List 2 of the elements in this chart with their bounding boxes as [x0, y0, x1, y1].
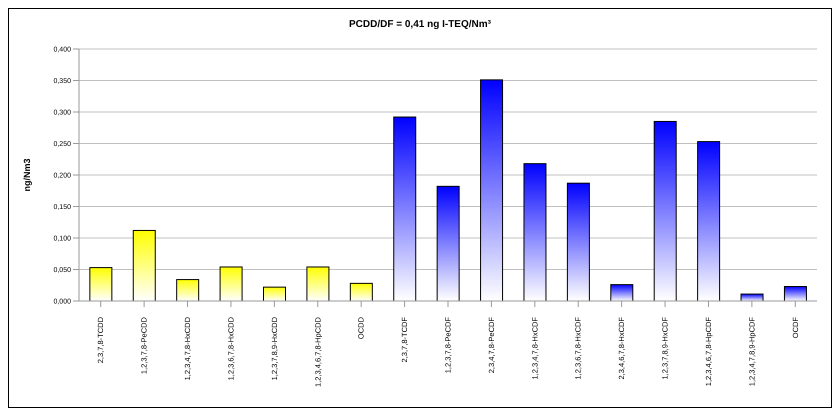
chart-title: PCDD/DF = 0,41 ng I-TEQ/Nm³	[348, 19, 492, 30]
y-axis-title: ng/Nm3	[22, 158, 32, 192]
